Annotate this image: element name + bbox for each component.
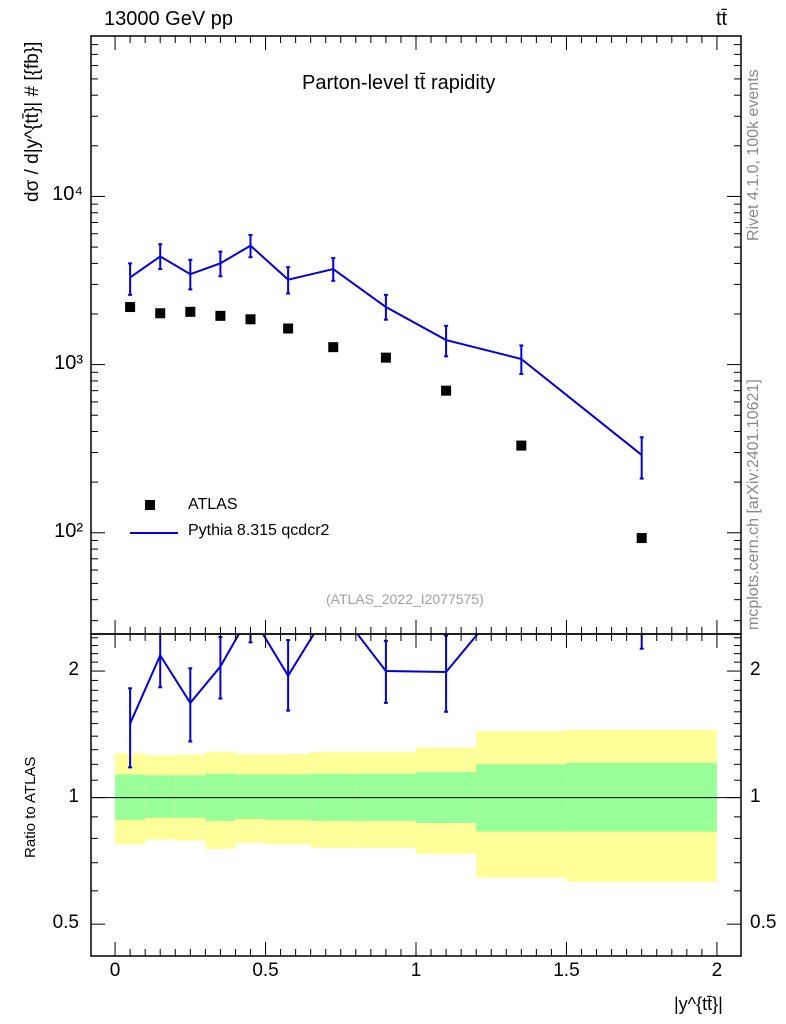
process-label: tt̄ [716, 8, 728, 30]
legend-pythia-line [130, 532, 178, 534]
data-point [283, 323, 294, 334]
ratio-y-axis-title: Ratio to ATLAS [22, 756, 39, 858]
inner-band-bin [235, 774, 266, 819]
x-tick-label: 0.5 [252, 960, 279, 981]
legend-atlas-label: ATLAS [188, 496, 238, 513]
ratio-tick-label-right: 2 [750, 659, 761, 681]
data-point [125, 302, 136, 313]
ratio-tick-label-right: 1 [750, 785, 761, 807]
y-axis-title: dσ / d|y^{tt̄}| # [{fb}] [22, 41, 43, 202]
y-tick-label: 10² [54, 519, 83, 542]
ratio-tick-label-left: 2 [68, 659, 79, 681]
rivet-info: Rivet 4.1.0, 100k events [745, 69, 762, 241]
data-point [516, 440, 527, 451]
plot-title: Parton-level tt̄ rapidity [302, 72, 496, 94]
inner-band-bin [145, 775, 176, 818]
legend-pythia-label: Pythia 8.315 qcdcr2 [188, 522, 330, 539]
data-point [636, 533, 647, 544]
inner-band-bin [175, 775, 206, 818]
ratio-tick-label-left: 1 [68, 785, 79, 807]
axis-ticks [91, 35, 741, 956]
energy-label: 13000 GeV pp [104, 8, 233, 30]
data-point [441, 385, 452, 396]
x-axis-title: |y^{tt̄}| [674, 994, 723, 1014]
data-point [155, 308, 166, 319]
y-tick-label: 10³ [54, 351, 83, 374]
x-tick-label: 0 [109, 960, 121, 981]
mc-series-line [129, 244, 643, 456]
analysis-reference: (ATLAS_2022_I2077575) [326, 591, 484, 607]
ratio-uncertainty-bands [115, 729, 717, 882]
x-tick-label: 1 [410, 960, 422, 981]
main-plot-content [125, 233, 647, 544]
y-tick-label: 10⁴ [52, 183, 83, 206]
data-point [328, 342, 339, 353]
data-point [380, 352, 391, 363]
data-point [215, 310, 226, 321]
ratio-plot-content [91, 634, 741, 799]
legend-atlas-marker [145, 500, 155, 510]
x-tick-label: 1.5 [553, 960, 580, 981]
mcplots-info: mcplots.cern.ch [arXiv:2401.10621] [745, 379, 762, 630]
ratio-tick-label-right: 0.5 [750, 912, 777, 934]
x-tick-label: 2 [711, 960, 723, 981]
main-frame [90, 35, 742, 635]
data-point [245, 314, 256, 325]
ratio-tick-label-left: 0.5 [52, 912, 79, 934]
data-point [185, 306, 196, 317]
